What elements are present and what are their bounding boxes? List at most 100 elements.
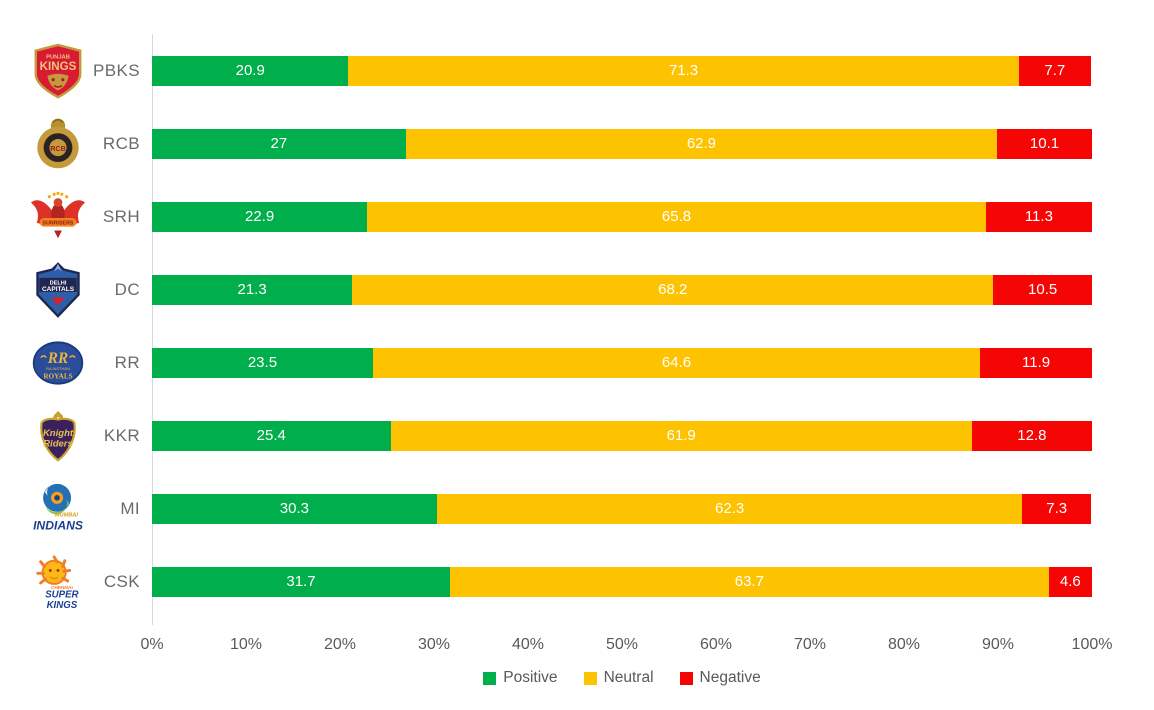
bar-segment-positive: 21.3 — [152, 274, 353, 305]
chart-row: RCB RCB 27 62.9 10.1 — [0, 107, 1154, 180]
bar-segment-negative: 7.3 — [1022, 493, 1092, 524]
bar-segment-negative: 11.9 — [980, 347, 1092, 378]
bar-segment-negative: 11.3 — [985, 201, 1092, 232]
chart-row: SUNRISERS SRH 22.9 65.8 11.3 — [0, 180, 1154, 253]
team-label: SRH — [102, 206, 140, 226]
bar-segment-neutral: 62.3 — [436, 493, 1023, 524]
x-axis-tick-label: 0% — [140, 636, 164, 653]
pbks-logo-icon: PUNJAB KINGS — [28, 40, 88, 102]
legend-item-neutral: Neutral — [583, 669, 654, 687]
bar-segment-positive: 31.7 — [152, 566, 450, 597]
svg-text:RR: RR — [47, 350, 68, 367]
bar-value-label: 64.6 — [661, 354, 692, 371]
bar-segment-negative: 10.5 — [993, 274, 1092, 305]
bar-value-label: 22.9 — [245, 208, 275, 225]
bar-value-label: 7.7 — [1044, 62, 1066, 79]
svg-text:Knight: Knight — [43, 428, 74, 439]
svg-text:MUMBAI: MUMBAI — [55, 512, 78, 518]
chart-row: CHENNAI SUPER KINGS CSK 31.7 63.7 4.6 — [0, 545, 1154, 618]
x-axis-tick-label: 60% — [699, 636, 733, 653]
bar-track: 27 62.9 10.1 — [152, 128, 1092, 159]
team-label: DC — [114, 279, 140, 299]
x-axis-ticks: 0% 10% 20% 30% 40% 50% 60% 70% 80% 90% 100% — [140, 636, 1112, 658]
x-axis-tick-label: 100% — [1071, 636, 1113, 653]
chart-row: MUMBAI INDIANS MI 30.3 62.3 7.3 — [0, 472, 1154, 545]
bar-segment-negative: 12.8 — [971, 420, 1092, 451]
legend-label: Neutral — [603, 669, 654, 686]
bar-segment-negative: 7.7 — [1018, 55, 1092, 86]
x-axis-tick-label: 40% — [511, 636, 545, 653]
rcb-logo-icon: RCB — [28, 113, 88, 175]
x-axis-tick-label: 70% — [793, 636, 827, 653]
bar-value-label: 21.3 — [237, 281, 267, 298]
bar-track: 20.9 71.3 7.7 — [152, 55, 1092, 86]
bar-value-label: 62.3 — [715, 500, 745, 517]
dc-logo-icon: DELHI CAPITALS — [28, 259, 88, 321]
bar-value-label: 20.9 — [235, 62, 265, 79]
y-axis-line — [152, 34, 153, 625]
bar-segment-negative: 4.6 — [1048, 566, 1092, 597]
x-axis-tick-label: 10% — [229, 636, 263, 653]
chart-rows: PUNJAB KINGS PBKS 20.9 71.3 7.7 RCB RCB 27 62… — [0, 34, 1154, 618]
svg-text:RCB: RCB — [50, 143, 66, 152]
csk-logo-icon: CHENNAI SUPER KINGS — [28, 551, 88, 613]
bar-value-label: 63.7 — [734, 573, 764, 590]
srh-logo-icon: SUNRISERS — [28, 186, 88, 248]
team-label: RR — [114, 352, 140, 372]
bar-value-label: 10.1 — [1029, 135, 1060, 152]
bar-segment-neutral: 68.2 — [352, 274, 994, 305]
legend-label: Positive — [503, 669, 558, 686]
bar-segment-positive: 27 — [152, 128, 406, 159]
bar-value-label: 30.3 — [279, 500, 309, 517]
rr-logo-icon: RR RAJASTHAN ROYALS — [28, 332, 88, 394]
x-axis-tick-label: 30% — [417, 636, 451, 653]
bar-value-label: 61.9 — [666, 427, 696, 444]
legend-item-positive: Positive — [483, 669, 558, 687]
svg-text:KINGS: KINGS — [47, 600, 78, 611]
kkr-logo-icon: Knight Riders — [28, 405, 88, 467]
chart-row: RR RAJASTHAN ROYALS RR 23.5 64.6 11.9 — [0, 326, 1154, 399]
chart-row: Knight Riders KKR 25.4 61.9 12.8 — [0, 399, 1154, 472]
bar-value-label: 7.3 — [1046, 500, 1068, 517]
bar-track: 21.3 68.2 10.5 — [152, 274, 1092, 305]
svg-text:ROYALS: ROYALS — [43, 372, 72, 380]
bar-segment-positive: 25.4 — [152, 420, 391, 451]
x-axis-tick-label: 80% — [887, 636, 921, 653]
bar-value-label: 4.6 — [1059, 573, 1081, 590]
team-label: KKR — [103, 425, 140, 445]
bar-segment-positive: 30.3 — [152, 493, 437, 524]
svg-text:SUPER: SUPER — [45, 589, 78, 600]
legend-marker-positive-icon — [483, 671, 497, 685]
bar-value-label: 65.8 — [661, 208, 692, 225]
bar-segment-positive: 22.9 — [152, 201, 368, 232]
bar-value-label: 71.3 — [668, 62, 699, 79]
bar-segment-neutral: 62.9 — [405, 128, 998, 159]
bar-segment-neutral: 61.9 — [390, 420, 972, 451]
bar-segment-neutral: 64.6 — [372, 347, 981, 378]
x-axis-tick-label: 20% — [323, 636, 357, 653]
bar-track: 30.3 62.3 7.3 — [152, 493, 1092, 524]
legend-label: Negative — [699, 669, 761, 686]
bar-value-label: 25.4 — [256, 427, 286, 444]
svg-text:CHENNAI: CHENNAI — [51, 584, 74, 590]
x-axis-tick-label: 50% — [605, 636, 639, 653]
bar-segment-neutral: 71.3 — [348, 55, 1019, 86]
chart-legend: Positive Neutral Negative — [152, 669, 1092, 687]
bar-value-label: 68.2 — [658, 281, 688, 298]
legend-marker-neutral-icon — [583, 671, 597, 685]
team-label: RCB — [102, 133, 140, 153]
svg-text:DELHI: DELHI — [50, 280, 67, 286]
bar-segment-positive: 20.9 — [152, 55, 349, 86]
svg-text:PUNJAB: PUNJAB — [46, 54, 70, 60]
bar-track: 23.5 64.6 11.9 — [152, 347, 1092, 378]
svg-text:INDIANS: INDIANS — [33, 518, 83, 532]
bar-segment-negative: 10.1 — [997, 128, 1092, 159]
svg-text:SUNRISERS: SUNRISERS — [43, 220, 74, 226]
legend-item-negative: Negative — [679, 669, 761, 687]
bar-value-label: 12.8 — [1017, 427, 1047, 444]
team-label: CSK — [103, 571, 140, 591]
bar-segment-positive: 23.5 — [152, 347, 373, 378]
bar-value-label: 62.9 — [686, 135, 717, 152]
bar-value-label: 27 — [270, 135, 288, 152]
